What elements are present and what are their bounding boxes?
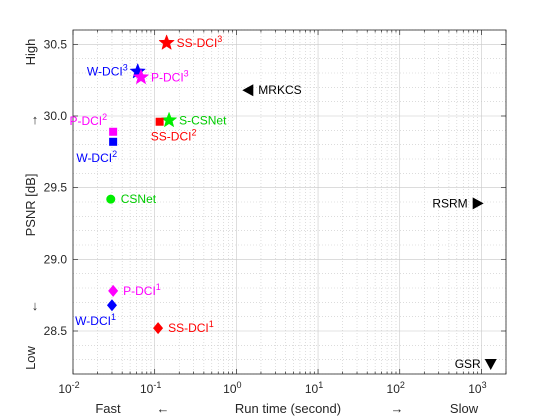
label-gsr: GSR	[455, 357, 481, 371]
label-ss-dci-2: SS-DCI2	[151, 128, 197, 144]
marker-rsrm	[472, 197, 484, 210]
label-mrkcs: MRKCS	[258, 83, 301, 97]
axis-ticks	[72, 30, 507, 374]
marker-mrkcs	[242, 84, 254, 97]
label-ss-dci-3: SS-DCI3	[177, 34, 223, 50]
y-label-down-arrow: ↓	[32, 298, 39, 313]
x-label-fast: Fast	[95, 401, 121, 416]
marker-ss-dci-1	[153, 322, 164, 335]
plot-border	[72, 29, 507, 375]
y-label-high: High	[23, 39, 38, 66]
label-csnet: CSNet	[121, 192, 157, 206]
y-tick-label: 29.0	[44, 252, 68, 266]
x-tick-label: 102	[387, 380, 405, 396]
x-tick-label: 10-1	[140, 380, 161, 396]
marker-ss-dci-3	[158, 34, 175, 50]
marker-gsr	[484, 358, 497, 370]
x-label-left-arrow: ←	[157, 401, 170, 416]
x-label-right-arrow: →	[391, 401, 404, 416]
x-tick-label: 100	[223, 380, 241, 396]
x-tick-labels: 10-2 10-1 100 101 102 103	[58, 380, 486, 396]
marker-ss-dci-2	[155, 117, 164, 126]
label-p-dci-3: P-DCI3	[151, 68, 189, 84]
marker-p-dci-1	[108, 284, 119, 297]
label-w-dci-2: W-DCI2	[76, 149, 117, 165]
marker-w-dci-2	[109, 137, 118, 146]
x-tick-label: 103	[468, 380, 486, 396]
y-tick-label: 30.0	[44, 109, 68, 123]
x-label-slow: Slow	[450, 401, 479, 416]
label-w-dci-3: W-DCI3	[87, 63, 128, 79]
y-label-up-arrow: ↑	[32, 112, 39, 127]
marker-p-dci-3	[132, 68, 150, 85]
label-w-dci-1: W-DCI1	[75, 312, 116, 328]
marker-csnet	[106, 194, 116, 204]
y-tick-labels: 28.5 29.0 29.5 30.0 30.5	[44, 37, 68, 338]
data-points	[106, 34, 497, 370]
y-tick-label: 28.5	[44, 324, 68, 338]
x-tick-label: 10-2	[58, 380, 79, 396]
marker-w-dci-1	[106, 299, 117, 312]
y-label-low: Low	[23, 345, 38, 369]
x-axis-title: Run time (second)	[235, 401, 341, 416]
y-axis-title: PSNR [dB]	[23, 174, 38, 237]
label-s-csnet: S-CSNet	[179, 113, 227, 127]
label-p-dci-2: P-DCI2	[69, 112, 107, 128]
y-tick-label: 30.5	[44, 37, 68, 51]
label-ss-dci-1: SS-DCI1	[168, 319, 214, 335]
label-rsrm: RSRM	[432, 196, 467, 210]
y-tick-label: 29.5	[44, 181, 68, 195]
label-p-dci-1: P-DCI1	[123, 282, 161, 298]
x-tick-label: 101	[305, 380, 323, 396]
marker-p-dci-2	[109, 127, 118, 136]
